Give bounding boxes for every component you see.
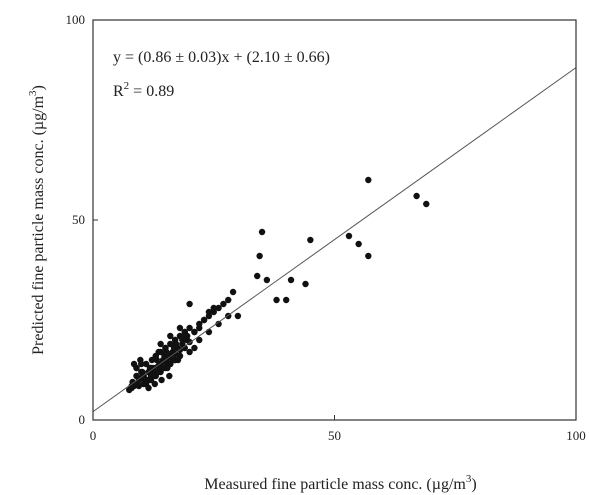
data-point <box>182 332 189 340</box>
data-point <box>186 300 193 308</box>
data-point <box>196 336 203 344</box>
data-point <box>155 348 162 356</box>
x-axis-title-end: ) <box>471 476 476 493</box>
data-point <box>365 252 372 260</box>
data-point <box>176 324 184 332</box>
data-point <box>355 240 362 248</box>
data-point <box>215 304 222 312</box>
y-tick-label: 50 <box>72 212 85 227</box>
x-axis-title-main: Measured fine particle mass conc. (µg/m <box>204 476 466 493</box>
data-point <box>191 344 198 352</box>
data-point <box>157 364 164 372</box>
data-point <box>210 304 217 312</box>
data-point <box>158 376 165 384</box>
data-points <box>126 176 430 394</box>
data-point <box>133 364 140 372</box>
data-point <box>134 380 141 388</box>
r2-superscript: 2 <box>124 80 130 92</box>
y-axis-title-main: Predicted fine particle mass conc. (µg/m <box>30 95 47 354</box>
r2-prefix: R <box>113 83 124 100</box>
x-axis-title-sup: 3 <box>466 473 472 485</box>
data-point <box>142 376 150 384</box>
data-point <box>196 324 203 332</box>
data-point <box>186 348 193 356</box>
data-point <box>423 200 430 208</box>
data-point <box>166 372 173 380</box>
y-axis-title: Predicted fine particle mass conc. (µg/m… <box>27 85 47 355</box>
data-point <box>302 280 309 288</box>
data-point <box>345 232 353 240</box>
data-point <box>186 324 193 332</box>
x-tick-label: 100 <box>566 428 586 443</box>
data-point <box>287 276 295 284</box>
data-point <box>307 236 314 244</box>
x-tick-label: 50 <box>328 428 341 443</box>
data-point <box>164 364 171 372</box>
data-point <box>133 372 140 380</box>
data-point <box>157 340 164 348</box>
y-tick-label: 0 <box>79 412 86 427</box>
data-point <box>200 316 208 324</box>
data-point <box>229 288 237 296</box>
data-point <box>256 252 263 260</box>
data-point <box>142 360 150 368</box>
data-point <box>174 356 182 364</box>
data-point <box>171 336 179 344</box>
data-point <box>181 344 188 352</box>
r2-value: = 0.89 <box>129 83 174 100</box>
x-axis-title: Measured fine particle mass conc. (µg/m3… <box>204 473 476 493</box>
data-point <box>258 228 266 236</box>
data-point <box>234 312 242 320</box>
data-point <box>128 382 135 390</box>
axis-ticks: 0 50 100 0 50 100 <box>66 12 586 443</box>
data-point <box>254 272 261 280</box>
x-tick-label: 0 <box>90 428 97 443</box>
fit-line-layer <box>92 67 577 413</box>
regression-line <box>92 67 577 413</box>
data-point <box>263 276 271 284</box>
data-point <box>225 296 232 304</box>
y-axis-title-end: ) <box>30 85 47 90</box>
data-point <box>139 368 146 376</box>
r-squared-label: R2 = 0.89 <box>113 80 174 100</box>
data-point <box>152 368 159 376</box>
regression-equation: y = (0.86 ± 0.03)x + (2.10 ± 0.66) <box>113 49 330 66</box>
data-point <box>215 320 222 328</box>
y-axis-title-sup: 3 <box>27 90 39 96</box>
data-point <box>205 308 213 316</box>
data-point <box>365 176 372 184</box>
data-point <box>205 328 213 336</box>
data-point <box>147 372 155 380</box>
data-point <box>413 192 420 200</box>
data-point <box>283 296 290 304</box>
data-point <box>162 344 169 352</box>
data-point <box>191 328 198 336</box>
data-point <box>220 300 227 308</box>
data-point <box>138 360 145 368</box>
data-point <box>151 380 159 388</box>
data-point <box>148 356 156 364</box>
data-point <box>273 296 280 304</box>
data-point <box>145 384 152 392</box>
data-point <box>167 340 174 348</box>
y-tick-label: 100 <box>66 12 86 27</box>
data-point <box>167 332 174 340</box>
